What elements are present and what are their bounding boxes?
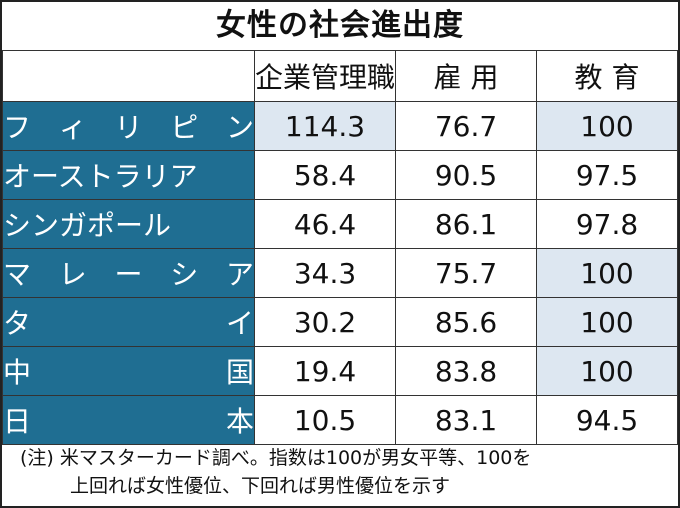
country-char: フ: [3, 111, 32, 144]
country-name: 日本: [3, 400, 254, 440]
country-char: レ: [58, 258, 87, 291]
country-label: タイ: [2, 297, 255, 347]
country-char: ー: [114, 258, 143, 291]
value-cell: 75.7: [395, 248, 537, 298]
country-name: フィリピン: [3, 106, 254, 146]
country-char: リ: [114, 111, 143, 144]
value-cell: 114.3: [254, 101, 396, 151]
value-cell: 76.7: [395, 101, 537, 151]
country-char: オーストラリア: [3, 160, 198, 193]
value-cell: 100: [536, 248, 678, 298]
value-cell: 94.5: [536, 395, 678, 445]
country-char: 中: [3, 356, 32, 389]
country-char: タ: [3, 307, 32, 340]
country-char: 本: [225, 405, 254, 438]
value-cell: 10.5: [254, 395, 396, 445]
country-label: シンガポール: [2, 199, 255, 249]
value-cell: 19.4: [254, 346, 396, 396]
header-corner: [2, 50, 255, 102]
column-header: 企業管理職: [254, 50, 396, 102]
country-label: 中国: [2, 346, 255, 396]
value-cell: 86.1: [395, 199, 537, 249]
country-name: シンガポール: [3, 204, 254, 244]
country-name: オーストラリア: [3, 155, 254, 195]
country-name: 中国: [3, 351, 254, 391]
value-cell: 83.1: [395, 395, 537, 445]
value-cell: 100: [536, 346, 678, 396]
table-row: シンガポール 46.4 86.1 97.8: [2, 199, 678, 249]
footnote: (注) 米マスターカード調べ。指数は100が男女平等、100を 上回れば女性優位…: [2, 440, 678, 506]
footnote-line-1: (注) 米マスターカード調べ。指数は100が男女平等、100を: [20, 447, 532, 469]
value-cell: 100: [536, 297, 678, 347]
country-label: マレーシア: [2, 248, 255, 298]
column-header: 雇 用: [395, 50, 537, 102]
data-table: 企業管理職 雇 用 教 育 フィリピン 114.3 76.7 100 オーストラリア 58…: [2, 50, 678, 445]
chart-title: 女性の社会進出度: [216, 8, 464, 43]
value-cell: 97.5: [536, 150, 678, 200]
country-char: ン: [225, 111, 254, 144]
value-cell: 46.4: [254, 199, 396, 249]
country-char: ピ: [170, 111, 199, 144]
table-row: 中国 19.4 83.8 100: [2, 346, 678, 396]
country-char: マ: [3, 258, 32, 291]
value-cell: 97.8: [536, 199, 678, 249]
value-cell: 34.3: [254, 248, 396, 298]
value-cell: 100: [536, 101, 678, 151]
country-char: シ: [170, 258, 199, 291]
value-cell: 58.4: [254, 150, 396, 200]
country-char: 日: [3, 405, 32, 438]
value-cell: 30.2: [254, 297, 396, 347]
country-name: タイ: [3, 302, 254, 342]
country-label: フィリピン: [2, 101, 255, 151]
header-row: 企業管理職 雇 用 教 育: [2, 50, 678, 102]
country-char: ィ: [58, 111, 87, 144]
table-row: タイ 30.2 85.6 100: [2, 297, 678, 347]
country-label: オーストラリア: [2, 150, 255, 200]
country-name: マレーシア: [3, 253, 254, 293]
value-cell: 90.5: [395, 150, 537, 200]
footnote-line-2: 上回れば女性優位、下回れば男性優位を示す: [70, 475, 451, 497]
table-row: 日本 10.5 83.1 94.5: [2, 395, 678, 445]
country-char: シンガポール: [3, 209, 172, 242]
value-cell: 85.6: [395, 297, 537, 347]
country-char: ア: [225, 258, 254, 291]
table-row: フィリピン 114.3 76.7 100: [2, 101, 678, 151]
table-row: オーストラリア 58.4 90.5 97.5: [2, 150, 678, 200]
country-char: 国: [225, 356, 254, 389]
value-cell: 83.8: [395, 346, 537, 396]
country-label: 日本: [2, 395, 255, 445]
country-char: イ: [225, 307, 254, 340]
column-header: 教 育: [536, 50, 678, 102]
table-row: マレーシア 34.3 75.7 100: [2, 248, 678, 298]
